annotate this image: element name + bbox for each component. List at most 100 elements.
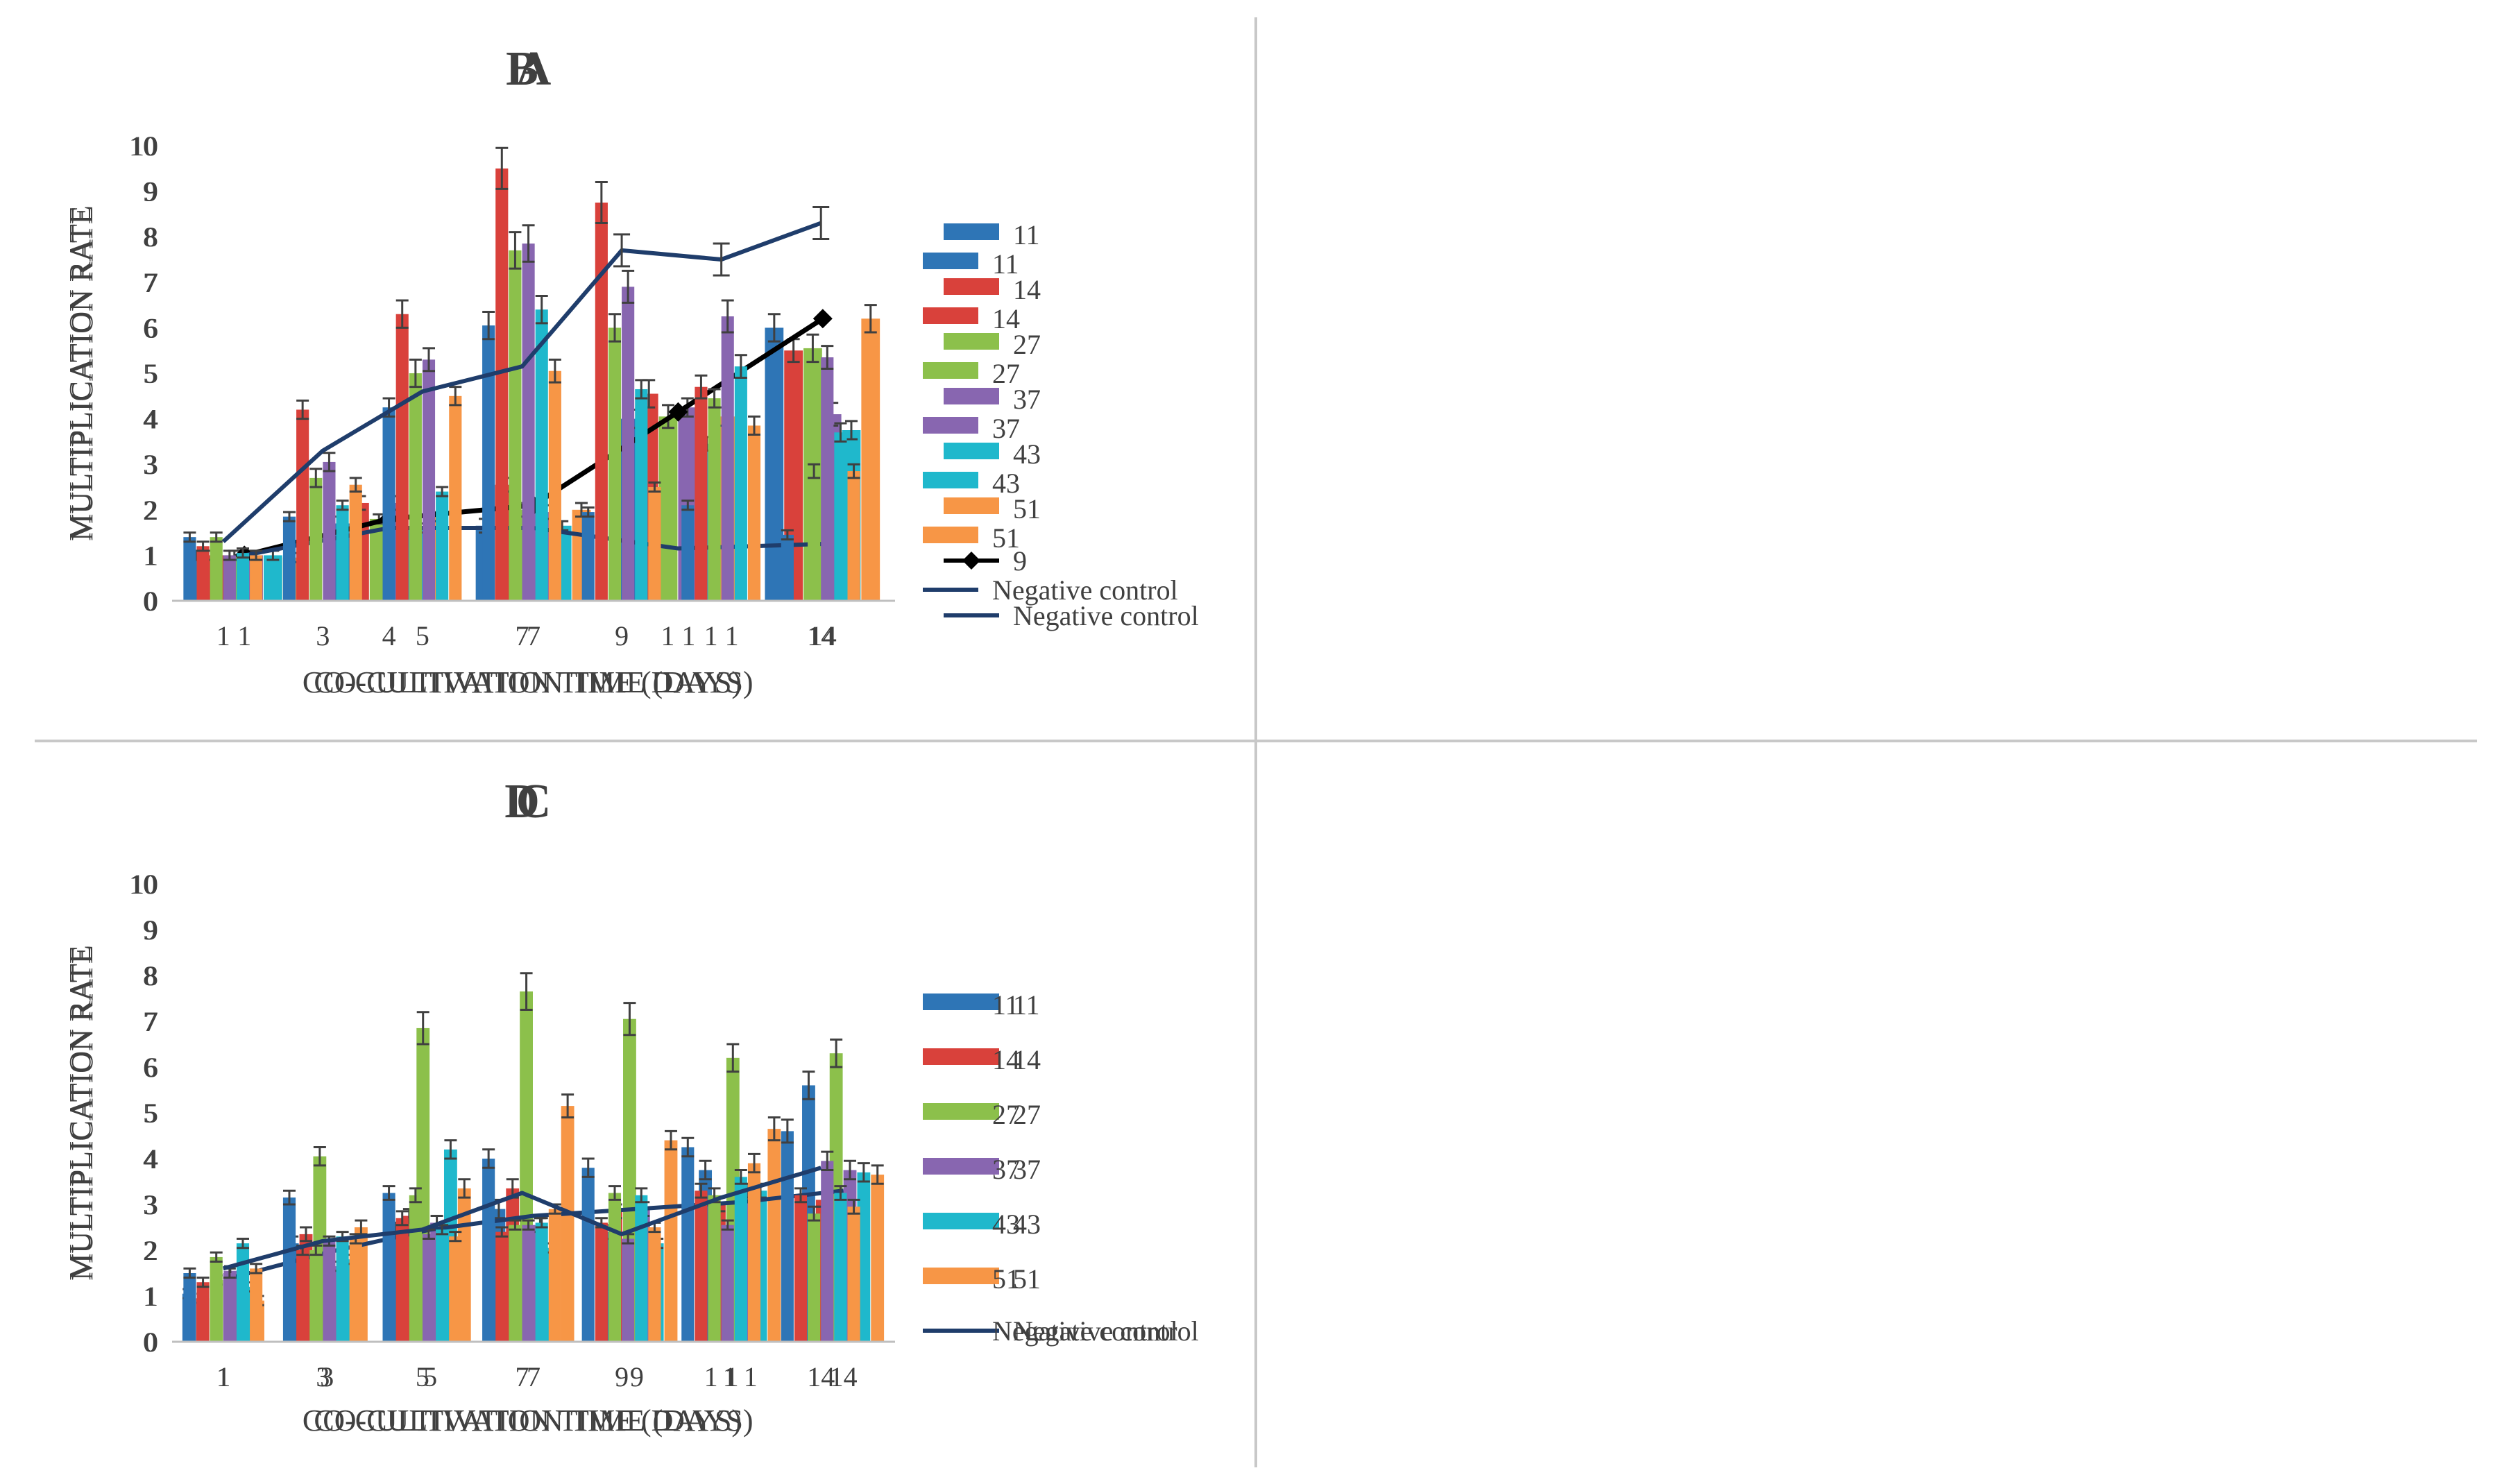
y-tick-label: 3 xyxy=(144,449,158,480)
legend-swatch-51 xyxy=(923,527,978,543)
x-tick-label: 1 1 xyxy=(661,620,695,651)
y-tick-label: 1 xyxy=(143,540,157,571)
legend-swatch-37 xyxy=(923,417,978,434)
bar-51 xyxy=(548,1209,561,1342)
bar-37 xyxy=(323,461,336,601)
y-tick-label: 0 xyxy=(143,1327,157,1358)
y-tick-label: 10 xyxy=(129,869,157,900)
bar-11 xyxy=(765,327,784,601)
x-tick-label: 7 xyxy=(516,620,529,651)
y-tick-label: 5 xyxy=(144,1098,158,1129)
y-axis-label: MULTIPLICATION RATE xyxy=(63,945,97,1281)
legend-swatch-37 xyxy=(923,1158,978,1175)
legend-swatch-14 xyxy=(923,307,978,324)
legend-label: 37 xyxy=(992,1154,1020,1185)
bar-37 xyxy=(622,1238,635,1342)
legend-label: 27 xyxy=(1013,329,1041,360)
y-tick-label: 2 xyxy=(144,495,158,526)
legend-label: 14 xyxy=(992,303,1020,334)
bar-14 xyxy=(296,1250,309,1342)
bar-14 xyxy=(595,203,608,601)
bar-43 xyxy=(635,1195,648,1342)
bar-51 xyxy=(349,484,362,601)
bar-51 xyxy=(250,555,263,601)
bar-27 xyxy=(708,1195,721,1342)
legend-label: 11 xyxy=(992,248,1019,280)
bar-43 xyxy=(263,555,282,601)
bar-27 xyxy=(509,1225,522,1342)
y-tick-label: 6 xyxy=(143,1052,157,1083)
x-tick-label: 7 xyxy=(527,620,540,651)
chart-title: D xyxy=(504,775,540,828)
bar-11 xyxy=(382,407,395,601)
bar-14 xyxy=(794,1195,808,1342)
legend-label: 27 xyxy=(992,358,1020,389)
bar-14 xyxy=(495,168,509,602)
y-tick-label: 10 xyxy=(130,130,158,162)
legend-diamond-marker xyxy=(962,552,980,570)
bar-27 xyxy=(608,1193,622,1342)
chart-title: C xyxy=(516,775,552,828)
bar-51 xyxy=(847,471,860,601)
bar-51 xyxy=(250,1268,263,1342)
bar-43 xyxy=(436,1229,449,1342)
y-tick-label: 4 xyxy=(144,1143,158,1175)
bar-51 xyxy=(871,1175,885,1342)
diamond-marker xyxy=(812,309,833,329)
bar-37 xyxy=(223,555,236,601)
bar-37 xyxy=(323,1240,336,1342)
y-tick-label: 4 xyxy=(144,404,158,435)
bar-37 xyxy=(223,1273,236,1342)
x-tick-label: 9 xyxy=(615,620,629,651)
y-tick-label: 9 xyxy=(143,176,157,207)
bar-37 xyxy=(622,287,635,601)
legend-label: 51 xyxy=(992,1263,1020,1295)
bar-14 xyxy=(695,1191,708,1342)
bar-37 xyxy=(422,1234,436,1342)
legend-label: 14 xyxy=(1013,1044,1041,1075)
bar-43 xyxy=(734,1177,747,1342)
y-tick-label: 0 xyxy=(144,586,158,617)
bar-37 xyxy=(522,1225,535,1342)
legend-swatch-11 xyxy=(944,223,999,240)
legend-label: Negative control xyxy=(1013,1315,1199,1347)
x-tick-label: 3 xyxy=(320,1361,334,1392)
bar-11 xyxy=(482,325,495,601)
y-tick-label: 10 xyxy=(130,869,158,900)
bar-43 xyxy=(236,553,250,601)
bar-37 xyxy=(422,359,436,601)
x-tick-label: 7 xyxy=(516,1361,529,1392)
x-tick-label: 9 xyxy=(630,1361,644,1392)
y-tick-label: 5 xyxy=(143,358,157,389)
bar-14 xyxy=(395,1218,409,1342)
bar-51 xyxy=(664,1140,678,1342)
bar-51 xyxy=(847,1206,860,1342)
x-tick-label: 14 xyxy=(809,620,837,651)
x-tick-label: 5 xyxy=(423,1361,437,1392)
bar-27 xyxy=(210,537,223,601)
x-tick-label: 1 1 xyxy=(704,1361,739,1392)
bar-27 xyxy=(608,327,622,601)
y-tick-label: 9 xyxy=(144,176,158,207)
legend-swatch-51 xyxy=(944,497,999,514)
y-tick-label: 5 xyxy=(144,358,158,389)
bar-51 xyxy=(449,1236,462,1342)
legend-label: 51 xyxy=(992,522,1020,554)
bar-27 xyxy=(210,1256,223,1342)
y-tick-label: 8 xyxy=(143,221,157,253)
legend-swatch-43 xyxy=(923,472,978,488)
x-tick-label: 5 xyxy=(416,1361,429,1392)
legend-swatch-14 xyxy=(944,278,999,295)
x-axis-label: CO-CULTIVATION TIME (DAYS) xyxy=(303,1404,742,1438)
legend-label: 14 xyxy=(992,1044,1020,1075)
bar-51 xyxy=(861,318,880,601)
bar-27 xyxy=(409,373,422,601)
bar-14 xyxy=(296,409,309,601)
bar-11 xyxy=(282,1197,296,1342)
x-tick-label: 1 xyxy=(216,620,230,651)
y-axis-label: MULTIPLICATION RATE xyxy=(65,205,99,541)
bar-14 xyxy=(196,1282,210,1342)
y-tick-label: 8 xyxy=(144,960,158,991)
